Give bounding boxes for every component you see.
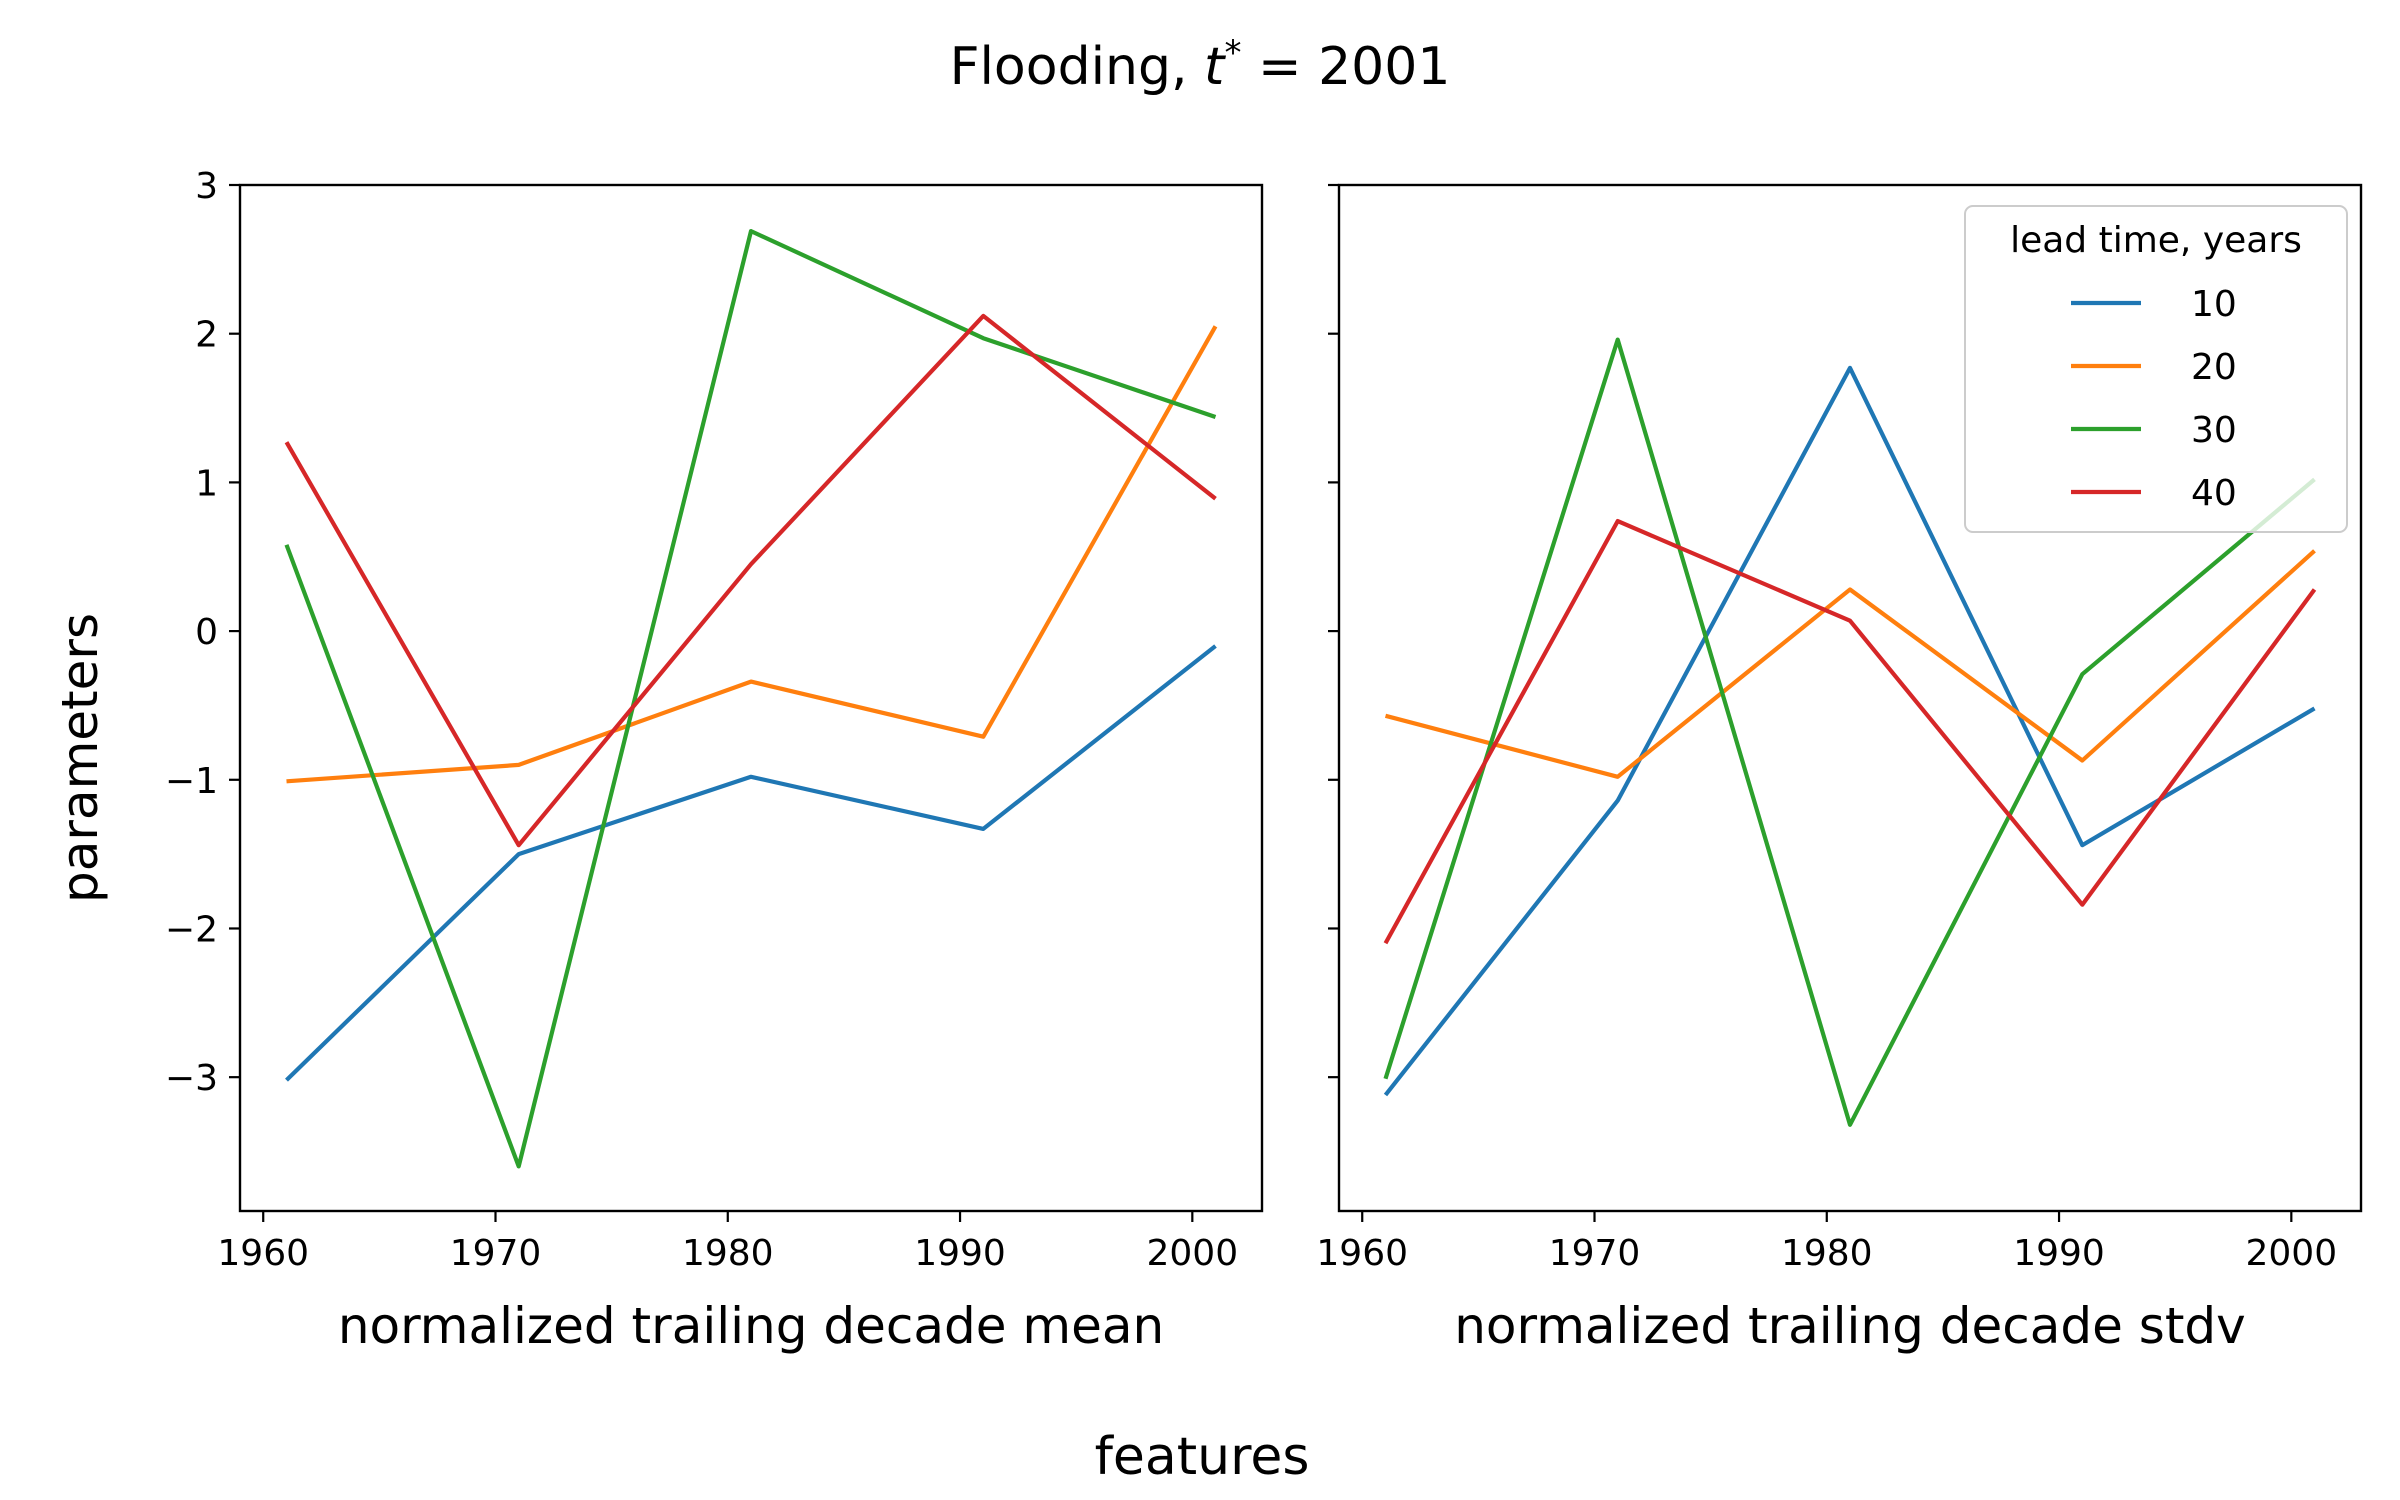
y-ticks: 3 2 1 0 −1 −2 −3 [165, 166, 240, 1099]
legend-label-10: 10 [2191, 284, 2237, 325]
legend-label-40: 40 [2191, 473, 2237, 514]
x-tick-label: 1960 [1316, 1233, 1408, 1274]
y-tick-label: −3 [165, 1058, 218, 1099]
figure-title: Flooding, t* = 2001 [950, 33, 1451, 97]
legend-title: lead time, years [2010, 220, 2302, 261]
title-superscript: * [1224, 33, 1241, 73]
series-line-20 [286, 325, 1218, 784]
panel-trailing-mean: 1960 1970 1980 1990 2000 3 2 1 0 −1 −2 −3 normaliz… [165, 166, 1264, 1355]
series-line-40 [1383, 518, 2317, 945]
plot-lines [1383, 337, 2317, 1127]
series-line-20 [1384, 549, 2316, 779]
x-tick-label: 1970 [1549, 1233, 1641, 1274]
x-tick-label: 1990 [2013, 1233, 2105, 1274]
legend-label-20: 20 [2191, 347, 2237, 388]
series-line-30 [1383, 337, 2316, 1127]
legend-label-30: 30 [2191, 410, 2237, 451]
legend: lead time, years 10 20 30 40 [1964, 205, 2348, 533]
axes-frame [238, 183, 1264, 1213]
legend-frame [1964, 205, 2348, 533]
y-tick-label: 1 [195, 463, 218, 504]
series-line-40 [284, 313, 1217, 848]
title-prefix: Flooding, [950, 37, 1204, 97]
y-tick-label: 0 [195, 612, 218, 653]
x-axis-label: normalized trailing decade stdv [1454, 1297, 2246, 1355]
x-tick-label: 1970 [450, 1233, 542, 1274]
x-tick-label: 1980 [682, 1233, 774, 1274]
x-tick-label: 2000 [2246, 1233, 2338, 1274]
x-tick-label: 1980 [1781, 1233, 1873, 1274]
y-axis-label: parameters [51, 613, 109, 903]
series-line-30 [284, 229, 1217, 1169]
legend-entries: 10 20 30 40 [2071, 284, 2237, 514]
features-label: features [1095, 1427, 1310, 1487]
x-axis-label: normalized trailing decade mean [338, 1297, 1164, 1355]
y-tick-label: 2 [195, 315, 218, 356]
x-ticks: 1960 1970 1980 1990 2000 [217, 1211, 1238, 1274]
y-ticks [1328, 183, 1339, 1079]
title-suffix: = 2001 [1241, 37, 1450, 97]
y-tick-label: 3 [195, 166, 218, 207]
axes-frame [1337, 183, 2363, 1213]
plot-lines [284, 229, 1218, 1169]
panel-trailing-stdv: 1960 1970 1980 1990 2000 normalized trailing… [1316, 183, 2363, 1355]
y-tick-label: −1 [165, 761, 218, 802]
y-tick-label: −2 [165, 909, 218, 950]
x-tick-label: 1960 [217, 1233, 309, 1274]
title-variable: t [1204, 37, 1226, 97]
x-ticks: 1960 1970 1980 1990 2000 [1316, 1211, 2337, 1274]
x-tick-label: 1990 [914, 1233, 1006, 1274]
x-tick-label: 2000 [1147, 1233, 1239, 1274]
series-line-10 [285, 644, 1217, 1082]
